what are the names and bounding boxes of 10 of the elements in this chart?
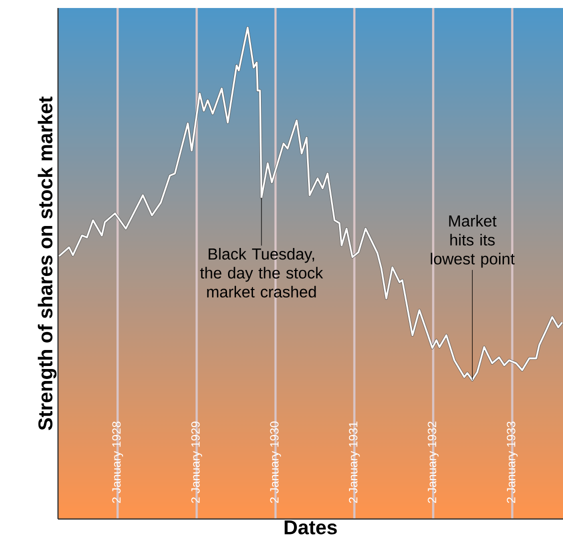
x-tick-label: 2 January 1930 (270, 422, 281, 503)
annotation: Market hits its lowest point (430, 214, 515, 268)
y-axis-title: Strength of shares on stock market (38, 96, 56, 430)
x-tick-label: 2 January 1932 (428, 422, 439, 503)
x-tick-label: 2 January 1928 (112, 422, 124, 503)
x-tick-label: 2 January 1931 (348, 422, 360, 503)
x-tick-label: 2 January 1929 (191, 422, 202, 503)
x-tick-label: 2 January 1933 (506, 422, 518, 503)
annotation: Black Tuesday, the day the stock market crashed (200, 248, 324, 298)
x-axis-title: Dates (284, 520, 337, 534)
